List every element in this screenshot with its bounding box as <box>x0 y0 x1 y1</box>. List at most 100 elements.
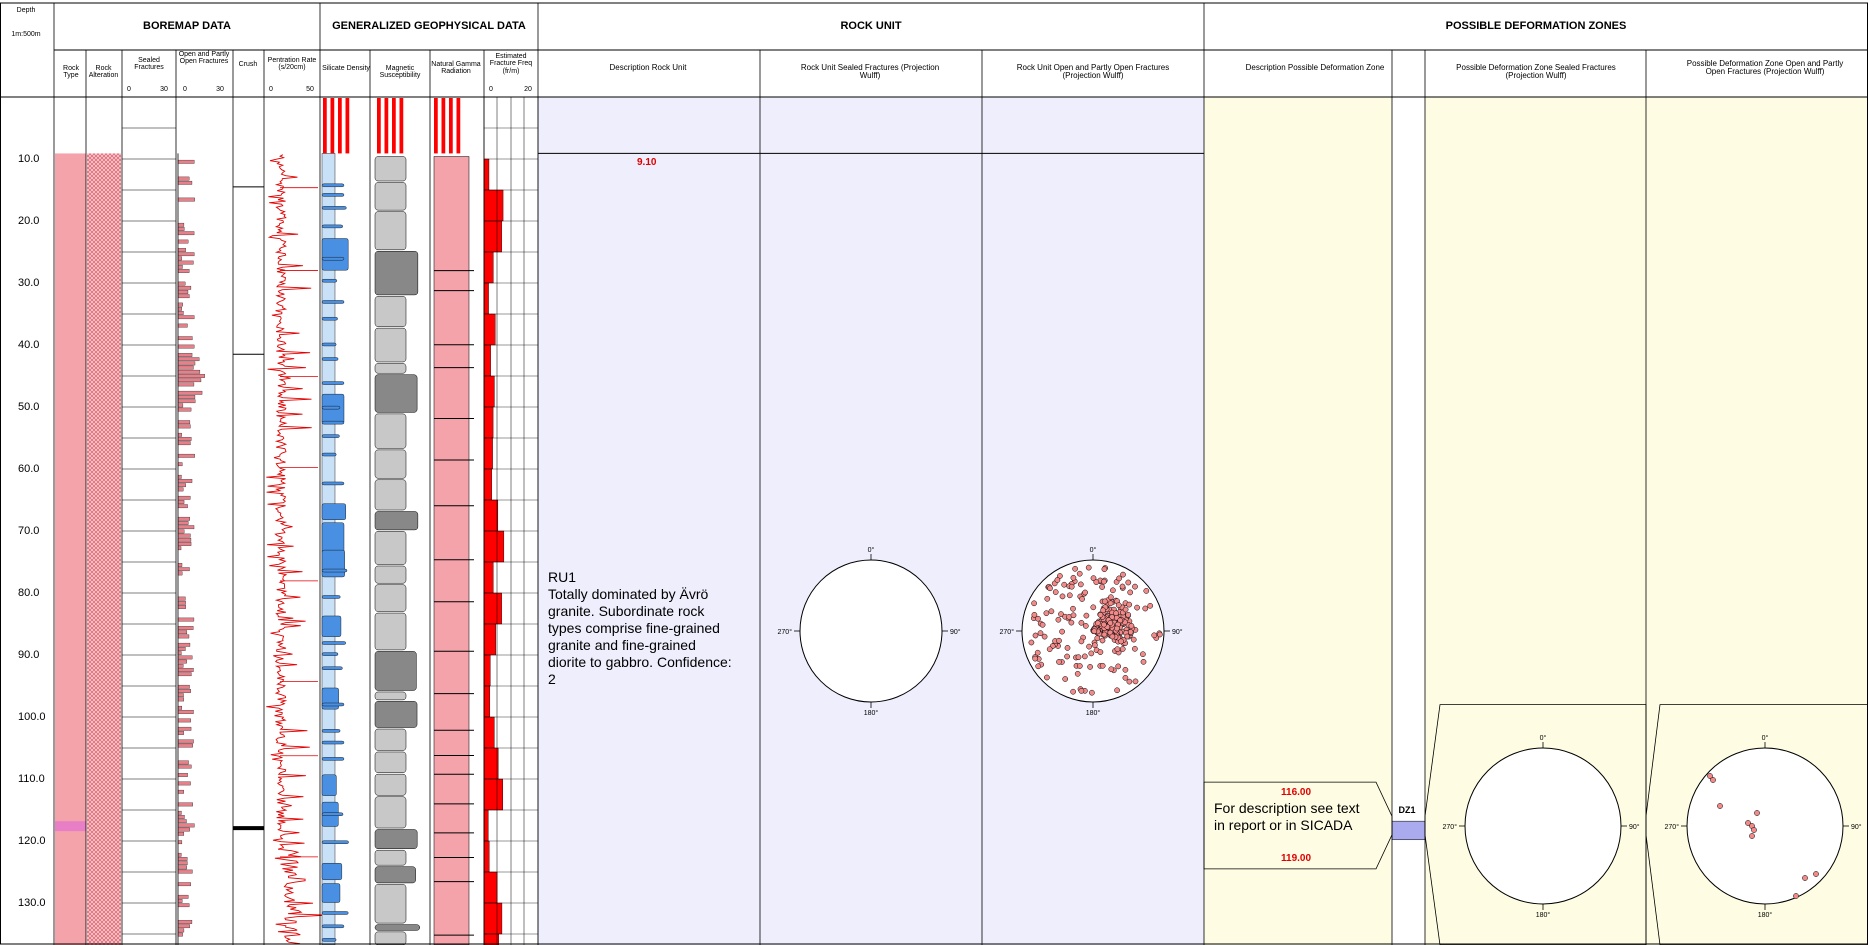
ru-open-stereonet-pole <box>1064 645 1071 651</box>
ru-open-stereonet-pole <box>1058 611 1064 617</box>
ru-open-stereonet-pole <box>1125 611 1132 618</box>
open-fracture-bar <box>177 647 186 651</box>
ru-open-stereonet-pole <box>1118 638 1124 645</box>
open-fracture-bar <box>177 932 183 937</box>
silicate-top-stripe <box>338 98 342 154</box>
dz-id-label: DZ1 <box>1398 805 1416 815</box>
fracture-frequency-bar <box>483 840 490 873</box>
open-fracture-bar <box>177 781 191 786</box>
col-ru-open: Rock Unit Open and Partly Open Fractures… <box>1016 63 1170 81</box>
silicate-density-bar <box>321 924 345 929</box>
open-fracture-bar <box>177 852 182 857</box>
ru-open-stereonet-pole <box>1097 649 1104 655</box>
ru-open-stereonet-label: 270° <box>1000 628 1015 636</box>
col-open-fractures: Open and Partly Open Fractures <box>178 51 230 66</box>
magnetic-block <box>374 182 407 211</box>
open-fracture-bar <box>177 693 184 698</box>
ru-open-stereonet-pole <box>1076 663 1083 669</box>
dz-open-stereonet-label: 270° <box>1665 823 1680 831</box>
open-fracture-bar <box>177 399 196 404</box>
silicate-density-bar <box>321 740 345 745</box>
dz-open-stereonet-pole <box>1710 777 1716 783</box>
fracture-frequency-bar <box>483 251 494 284</box>
dz-description-background <box>1204 97 1392 945</box>
dz-open-stereonet-pole <box>1707 773 1713 779</box>
open-fracture-bar <box>177 630 188 635</box>
silicate-density-bar <box>321 641 346 645</box>
silicate-density-bar <box>321 863 343 880</box>
open-fracture-bar <box>177 453 195 458</box>
open-fracture-bar <box>177 227 185 231</box>
ru-open-stereonet-pole <box>1035 663 1042 670</box>
depth-tick-label: 50.0 <box>18 401 39 413</box>
open-fracture-bar <box>177 596 186 601</box>
open-fracture-bar <box>177 252 195 257</box>
ru-open-stereonet-pole <box>1070 605 1076 612</box>
magnetic-top-stripe <box>399 98 404 154</box>
col-rock-alteration: Rock Alteration <box>88 65 119 80</box>
stereonet-layer: 0° 90° 180° 270° 0° 90° 180° 270° 0° 90° 180° 270° 0… <box>778 546 1862 919</box>
open-fracture-bar <box>177 269 190 273</box>
ru-open-stereonet-pole <box>1099 662 1106 669</box>
depth-tick-label: 130.0 <box>18 897 46 909</box>
open-fracture-bar <box>177 651 182 656</box>
silicate-density-bar <box>321 193 345 197</box>
track-layer <box>55 98 1868 945</box>
fracture-frequency-bar <box>483 344 491 377</box>
ru-open-stereonet-pole <box>1041 633 1048 640</box>
open-fracture-bar <box>177 563 183 567</box>
magnetic-block <box>374 251 419 296</box>
col-ff-scale-min: 0 <box>489 86 493 93</box>
open-fracture-bar <box>177 197 195 202</box>
ru-open-stereonet-pole <box>1039 621 1046 628</box>
open-fracture-bar <box>177 500 185 504</box>
magnetic-block <box>374 413 407 449</box>
ru-open-stereonet-pole <box>1124 633 1131 640</box>
open-fracture-bar <box>177 546 182 551</box>
dz-open-stereonet-pole <box>1717 803 1723 809</box>
ru-open-stereonet-pole <box>1142 605 1149 612</box>
depth-tick-label: 120.0 <box>18 835 46 847</box>
ru-sealed-stereonet-label: 270° <box>778 628 793 636</box>
ru-open-stereonet-pole <box>1110 587 1116 594</box>
magnetic-block <box>374 884 407 924</box>
ru-open-stereonet-pole <box>1082 623 1089 629</box>
rock-alteration-fill <box>87 153 121 945</box>
magnetic-block <box>374 449 407 479</box>
ru-open-stereonet-pole <box>1114 625 1120 632</box>
rock-unit-background <box>538 97 1204 945</box>
ru-open-stereonet-pole <box>1068 619 1075 626</box>
fracture-frequency-bar <box>483 313 496 346</box>
ru-sealed-stereonet-label: 180° <box>864 709 879 717</box>
ru-open-stereonet-pole <box>1059 628 1065 635</box>
ru-open-stereonet-pole <box>1127 589 1134 596</box>
ru-open-stereonet-pole <box>1047 585 1053 592</box>
scale-label: 1m:500m <box>11 31 41 38</box>
ru-open-stereonet-pole <box>1072 565 1078 572</box>
col-gamma: Natural Gamma Radiation <box>431 61 481 76</box>
ru-open-stereonet-pole <box>1064 653 1070 660</box>
fracture-frequency-bar <box>483 933 500 945</box>
depth-tick-label: 30.0 <box>18 277 39 289</box>
open-fracture-bar <box>177 634 190 639</box>
ru-open-stereonet-pole <box>1122 674 1129 681</box>
ru-open-stereonet-pole <box>1126 678 1133 685</box>
magnetic-block <box>374 211 407 251</box>
open-fracture-bar <box>177 365 194 370</box>
col-sealed-fractures: Sealed Fractures <box>134 57 164 72</box>
ru-open-stereonet-pole <box>1076 570 1083 577</box>
magnetic-block <box>374 691 407 701</box>
col-ru-sealed: Rock Unit Sealed Fractures (Projection W… <box>800 63 940 81</box>
open-fracture-bar <box>177 739 194 744</box>
open-fracture-bar <box>177 495 191 500</box>
open-fracture-bar <box>177 605 186 609</box>
open-fracture-bar <box>177 462 183 467</box>
open-fracture-bar <box>177 231 195 236</box>
silicate-density-bar <box>321 549 345 578</box>
ru-open-stereonet-pole <box>1100 607 1106 614</box>
ru-open-stereonet-label: 0° <box>1090 546 1097 554</box>
col-rock-type: Rock Type <box>63 65 79 80</box>
open-fracture-bar <box>177 865 187 870</box>
rock-type-minor-band <box>55 821 86 832</box>
open-fracture-bar <box>177 831 185 836</box>
